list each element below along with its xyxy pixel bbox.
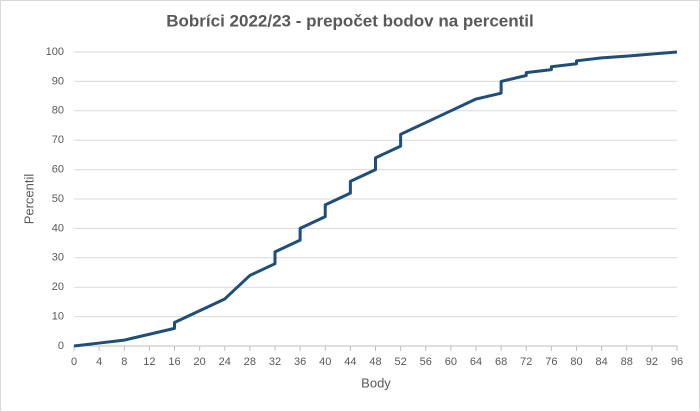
x-tick-label: 56 [420,356,432,368]
x-tick-label: 60 [445,356,457,368]
x-tick-label: 72 [520,356,532,368]
y-tick-label: 90 [52,75,64,87]
x-tick-label: 52 [395,356,407,368]
x-tick-label: 80 [570,356,582,368]
y-tick-label: 40 [52,222,64,234]
x-tick-label: 84 [596,356,608,368]
y-tick-label: 80 [52,105,64,117]
x-tick-label: 68 [495,356,507,368]
x-tick-label: 96 [671,356,683,368]
x-tick-label: 24 [219,356,231,368]
x-tick-label: 76 [545,356,557,368]
x-tick-label: 28 [244,356,256,368]
y-axis-title: Percentil [21,174,36,225]
x-tick-label: 32 [269,356,281,368]
x-tick-label: 48 [369,356,381,368]
x-tick-label: 0 [71,356,77,368]
x-tick-label: 36 [294,356,306,368]
x-tick-label: 4 [96,356,102,368]
y-tick-label: 70 [52,134,64,146]
x-tick-label: 20 [194,356,206,368]
y-tick-label: 50 [52,193,64,205]
x-tick-label: 12 [143,356,155,368]
x-tick-label: 64 [470,356,482,368]
y-tick-label: 10 [52,311,64,323]
y-tick-label: 0 [58,340,64,352]
x-tick-label: 8 [121,356,127,368]
y-tick-label: 30 [52,252,64,264]
x-tick-label: 40 [319,356,331,368]
x-axis-title: Body [361,375,391,390]
x-tick-label: 44 [344,356,356,368]
y-tick-label: 20 [52,281,64,293]
x-tick-label: 88 [621,356,633,368]
y-tick-label: 60 [52,164,64,176]
data-line [73,50,678,348]
x-tick-label: 92 [646,356,658,368]
y-tick-label: 100 [46,46,64,58]
x-tick-label: 16 [168,356,180,368]
chart-title: Bobríci 2022/23 - prepočet bodov na perc… [166,11,534,30]
